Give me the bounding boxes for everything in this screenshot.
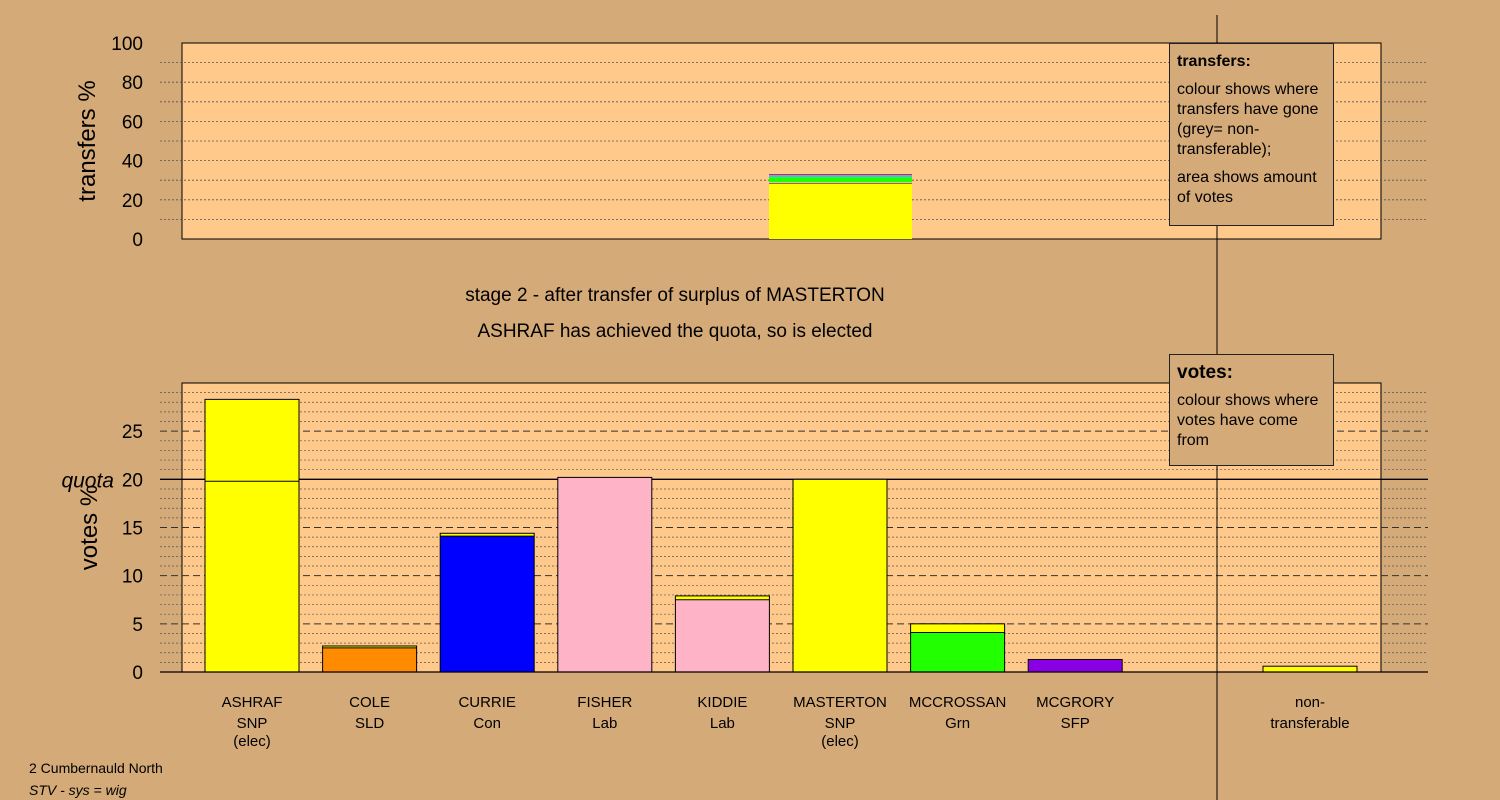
candidate-name-label: CURRIE <box>458 694 516 711</box>
transfers-tick-label: 100 <box>111 34 143 55</box>
candidate-name-label: MASTERTON <box>793 694 887 711</box>
votes-tick-label: 25 <box>122 422 143 443</box>
transfers-tick-label: 80 <box>122 73 143 94</box>
candidate-name-label: KIDDIE <box>697 694 747 711</box>
transfers-tick-label: 20 <box>122 191 143 212</box>
candidate-party-label: Grn <box>945 715 970 732</box>
vote-bar-masterton <box>793 479 887 672</box>
candidate-status-label: (elec) <box>821 733 859 750</box>
candidate-status-label: (elec) <box>233 733 271 750</box>
candidate-party-label: SNP <box>237 715 268 732</box>
vote-bar-ashraf <box>205 481 299 672</box>
candidate-name-label: COLE <box>349 694 390 711</box>
transfers-tick-label: 60 <box>122 112 143 133</box>
transfer-segment-ashraf <box>769 183 912 239</box>
candidate-party-label: Lab <box>592 715 617 732</box>
transfers-tick-label: 0 <box>132 230 143 251</box>
votes-tick-label: 20 <box>122 470 143 491</box>
nontransferable-label-line2: transferable <box>1270 715 1349 732</box>
votes-legend-title: votes: <box>1177 362 1233 383</box>
votes-tick-label: 10 <box>122 567 143 588</box>
candidate-name-label: MCCROSSAN <box>909 694 1007 711</box>
vote-bar-nontransferable <box>1262 665 1358 673</box>
ward-name: 2 Cumbernauld North <box>29 760 163 776</box>
candidate-name-label: FISHER <box>577 694 632 711</box>
transfers-legend-colour-text: colour shows where transfers have gone (… <box>1177 81 1319 158</box>
vote-bar-transfer-kiddie <box>675 595 770 600</box>
transfers-legend: transfers: colour shows where transfers … <box>1169 43 1334 226</box>
transfers-legend-title: transfers: <box>1177 53 1251 70</box>
transfers-legend-area-text: area shows amount of votes <box>1177 169 1317 206</box>
votes-tick-label: 15 <box>122 519 143 540</box>
candidate-party-label: SFP <box>1061 715 1090 732</box>
candidate-party-label: SLD <box>355 715 384 732</box>
vote-bar-transfer-currie <box>440 533 535 537</box>
votes-tick-label: 5 <box>132 615 143 636</box>
transfers-tick-label: 40 <box>122 152 143 173</box>
candidate-name-label: ASHRAF <box>222 694 283 711</box>
vote-bar-mcgrory <box>1028 659 1123 672</box>
transfer-segment-currie <box>769 174 912 175</box>
quota-label: quota <box>61 469 114 492</box>
vote-bar-cole <box>322 647 417 672</box>
vote-bar-transfer-cole <box>322 645 417 648</box>
vote-bar-currie <box>440 536 535 672</box>
transfer-segment-kiddie <box>769 182 912 184</box>
votes-legend: votes: colour shows where votes have com… <box>1169 354 1334 466</box>
system-label: STV - sys = wig <box>29 782 127 798</box>
transfers-axis-label: transfers % <box>74 80 101 201</box>
transfer-segment-mccrossan <box>769 177 912 183</box>
vote-bar-transfer-mccrossan <box>910 623 1005 633</box>
vote-bar-kiddie <box>675 599 770 672</box>
stage-heading: stage 2 - after transfer of surplus of M… <box>465 285 885 306</box>
votes-tick-label: 0 <box>132 663 143 684</box>
transfer-segment-non-transferable <box>769 175 912 178</box>
transfer-segment-cole <box>769 174 912 176</box>
candidate-party-label: SNP <box>825 715 856 732</box>
vote-bar-mccrossan <box>910 632 1005 672</box>
candidate-party-label: Lab <box>710 715 735 732</box>
vote-bar-fisher <box>557 477 652 672</box>
stage-subheading: ASHRAF has achieved the quota, so is ele… <box>477 321 873 342</box>
vote-bar-transfer-ashraf <box>205 399 299 482</box>
votes-legend-colour-text: colour shows where votes have come from <box>1177 392 1319 449</box>
candidate-name-label: MCGRORY <box>1036 694 1114 711</box>
nontransferable-label-line1: non- <box>1295 694 1325 711</box>
candidate-party-label: Con <box>473 715 501 732</box>
votes-axis-label: votes % <box>76 485 103 570</box>
